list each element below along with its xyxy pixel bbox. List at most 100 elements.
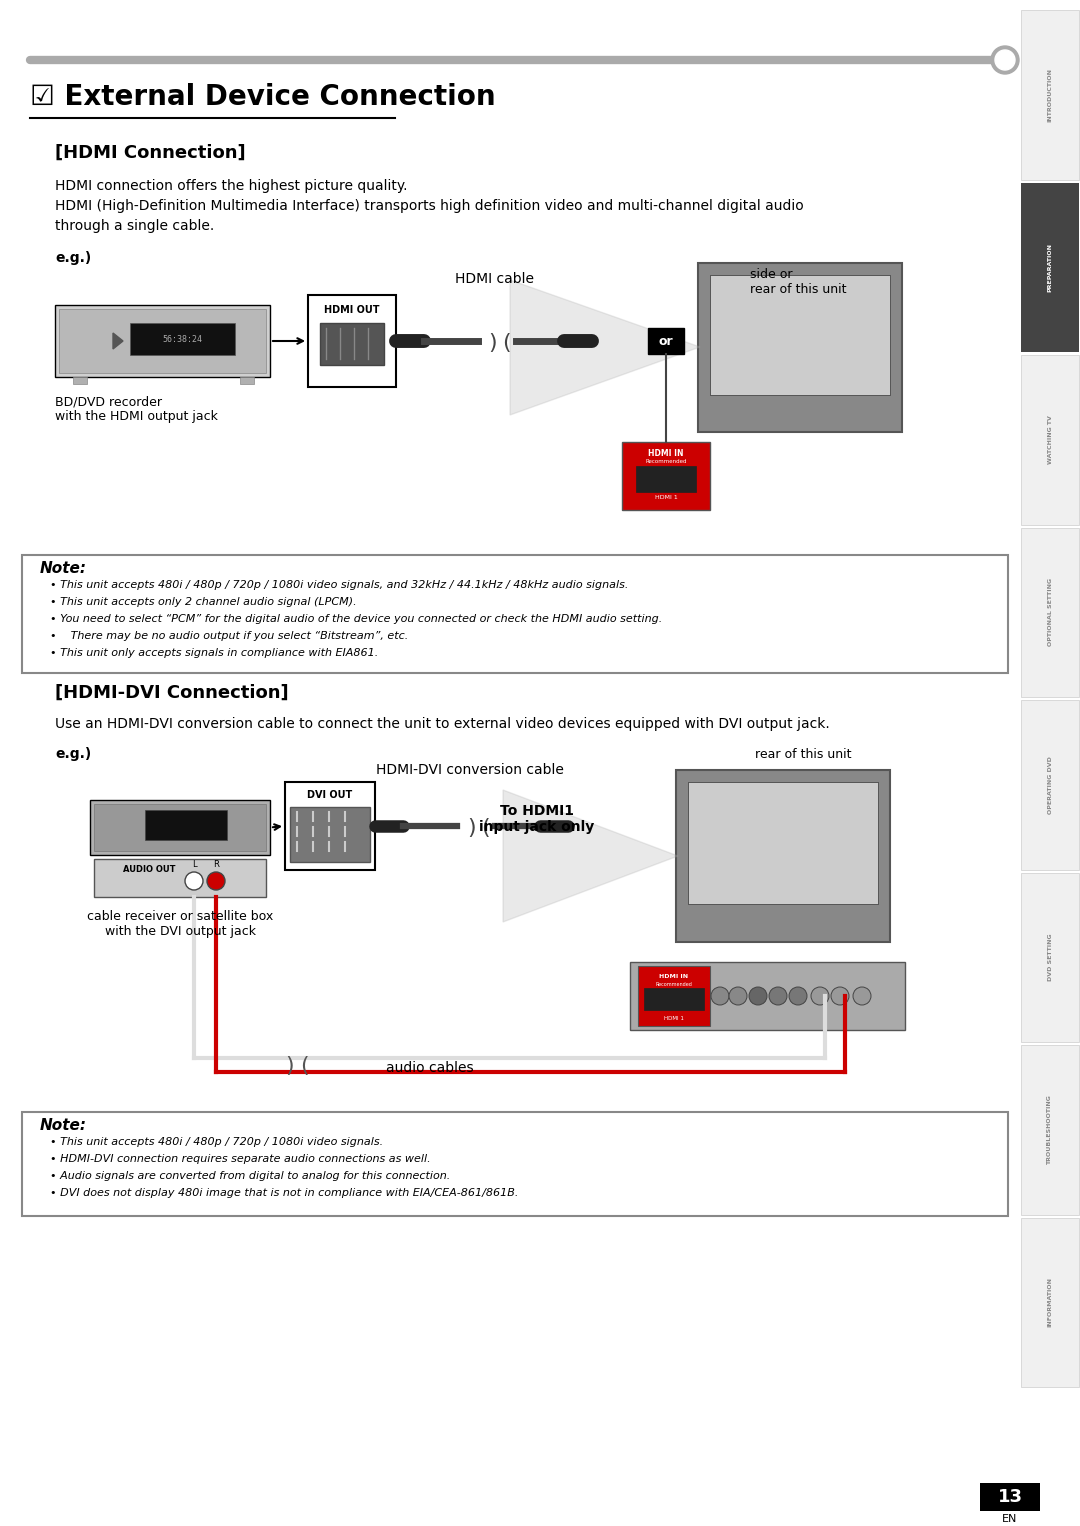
Circle shape bbox=[995, 50, 1015, 70]
FancyBboxPatch shape bbox=[1021, 1218, 1079, 1387]
Circle shape bbox=[750, 987, 767, 1006]
FancyBboxPatch shape bbox=[1021, 1045, 1079, 1215]
Text: e.g.): e.g.) bbox=[55, 250, 91, 266]
Text: DVD SETTING: DVD SETTING bbox=[1048, 934, 1053, 981]
Circle shape bbox=[811, 987, 829, 1006]
Text: WATCHING TV: WATCHING TV bbox=[1048, 415, 1053, 464]
Text: side or
rear of this unit: side or rear of this unit bbox=[750, 269, 847, 296]
Circle shape bbox=[711, 987, 729, 1006]
Text: ): ) bbox=[468, 818, 476, 838]
FancyBboxPatch shape bbox=[94, 859, 266, 897]
Text: HDMI OUT: HDMI OUT bbox=[324, 305, 380, 314]
Text: e.g.): e.g.) bbox=[55, 748, 91, 761]
FancyBboxPatch shape bbox=[648, 328, 684, 354]
Polygon shape bbox=[503, 790, 678, 922]
FancyBboxPatch shape bbox=[94, 804, 266, 852]
Text: L: L bbox=[191, 861, 197, 868]
Text: or: or bbox=[659, 334, 673, 348]
FancyBboxPatch shape bbox=[145, 810, 227, 839]
Text: rear of this unit: rear of this unit bbox=[755, 748, 851, 761]
FancyBboxPatch shape bbox=[710, 275, 890, 395]
Text: HDMI 1: HDMI 1 bbox=[654, 494, 677, 499]
FancyBboxPatch shape bbox=[1021, 183, 1079, 353]
Text: • Audio signals are converted from digital to analog for this connection.: • Audio signals are converted from digit… bbox=[50, 1170, 450, 1181]
Text: (: ( bbox=[299, 1056, 308, 1076]
Text: HDMI connection offers the highest picture quality.: HDMI connection offers the highest pictu… bbox=[55, 179, 407, 192]
Text: • This unit accepts 480i / 480p / 720p / 1080i video signals.: • This unit accepts 480i / 480p / 720p /… bbox=[50, 1137, 383, 1148]
FancyBboxPatch shape bbox=[59, 308, 266, 372]
FancyBboxPatch shape bbox=[1021, 528, 1079, 697]
Text: EN: EN bbox=[1002, 1514, 1017, 1524]
Text: (: ( bbox=[502, 333, 511, 353]
Text: AUDIO OUT: AUDIO OUT bbox=[123, 865, 175, 873]
FancyBboxPatch shape bbox=[636, 465, 696, 491]
Text: Recommended: Recommended bbox=[645, 458, 687, 464]
Text: INFORMATION: INFORMATION bbox=[1048, 1277, 1053, 1328]
Text: • This unit only accepts signals in compliance with EIA861.: • This unit only accepts signals in comp… bbox=[50, 649, 378, 658]
Text: • HDMI-DVI connection requires separate audio connections as well.: • HDMI-DVI connection requires separate … bbox=[50, 1154, 431, 1164]
Text: Note:: Note: bbox=[40, 1119, 87, 1132]
FancyBboxPatch shape bbox=[320, 324, 384, 365]
Text: cable receiver or satellite box
with the DVI output jack: cable receiver or satellite box with the… bbox=[86, 909, 273, 938]
FancyBboxPatch shape bbox=[622, 443, 710, 510]
Text: Use an HDMI-DVI conversion cable to connect the unit to external video devices e: Use an HDMI-DVI conversion cable to conn… bbox=[55, 717, 829, 731]
FancyBboxPatch shape bbox=[1021, 356, 1079, 525]
FancyBboxPatch shape bbox=[90, 800, 270, 855]
Text: • This unit accepts 480i / 480p / 720p / 1080i video signals, and 32kHz / 44.1kH: • This unit accepts 480i / 480p / 720p /… bbox=[50, 580, 629, 591]
FancyBboxPatch shape bbox=[73, 377, 87, 385]
Circle shape bbox=[789, 987, 807, 1006]
Text: • You need to select “PCM” for the digital audio of the device you connected or : • You need to select “PCM” for the digit… bbox=[50, 613, 662, 624]
FancyBboxPatch shape bbox=[1021, 873, 1079, 1042]
Text: Recommended: Recommended bbox=[656, 981, 692, 986]
Polygon shape bbox=[113, 333, 123, 349]
FancyBboxPatch shape bbox=[698, 262, 902, 432]
FancyBboxPatch shape bbox=[980, 1483, 1040, 1511]
Circle shape bbox=[831, 987, 849, 1006]
Polygon shape bbox=[291, 807, 370, 862]
FancyBboxPatch shape bbox=[1021, 11, 1079, 180]
Text: BD/DVD recorder
with the HDMI output jack: BD/DVD recorder with the HDMI output jac… bbox=[55, 395, 218, 423]
Text: [HDMI-DVI Connection]: [HDMI-DVI Connection] bbox=[55, 684, 288, 702]
Circle shape bbox=[853, 987, 870, 1006]
Text: DVI OUT: DVI OUT bbox=[308, 790, 353, 800]
FancyBboxPatch shape bbox=[22, 555, 1008, 673]
FancyBboxPatch shape bbox=[285, 781, 375, 870]
Text: • This unit accepts only 2 channel audio signal (LPCM).: • This unit accepts only 2 channel audio… bbox=[50, 597, 356, 607]
Text: • DVI does not display 480i image that is not in compliance with EIA/CEA-861/861: • DVI does not display 480i image that i… bbox=[50, 1189, 518, 1198]
Circle shape bbox=[769, 987, 787, 1006]
FancyBboxPatch shape bbox=[22, 1112, 1008, 1216]
Circle shape bbox=[729, 987, 747, 1006]
FancyBboxPatch shape bbox=[638, 966, 710, 1025]
Text: HDMI-DVI conversion cable: HDMI-DVI conversion cable bbox=[376, 763, 564, 777]
FancyBboxPatch shape bbox=[308, 295, 396, 388]
FancyBboxPatch shape bbox=[676, 771, 890, 942]
FancyBboxPatch shape bbox=[55, 305, 270, 377]
Circle shape bbox=[185, 871, 203, 890]
Text: OPTIONAL SETTING: OPTIONAL SETTING bbox=[1048, 578, 1053, 647]
Text: ): ) bbox=[488, 333, 497, 353]
FancyBboxPatch shape bbox=[644, 987, 704, 1010]
FancyBboxPatch shape bbox=[630, 961, 905, 1030]
FancyBboxPatch shape bbox=[688, 781, 878, 903]
Text: audio cables: audio cables bbox=[387, 1061, 474, 1074]
Text: ): ) bbox=[286, 1056, 295, 1076]
Text: [HDMI Connection]: [HDMI Connection] bbox=[55, 143, 245, 162]
Polygon shape bbox=[510, 279, 700, 415]
Text: HDMI IN: HDMI IN bbox=[660, 974, 689, 978]
Text: PREPARATION: PREPARATION bbox=[1048, 243, 1053, 291]
FancyBboxPatch shape bbox=[130, 324, 235, 356]
Text: HDMI IN: HDMI IN bbox=[648, 449, 684, 458]
Text: ☑ External Device Connection: ☑ External Device Connection bbox=[30, 82, 496, 111]
Text: •    There may be no audio output if you select “Bitstream”, etc.: • There may be no audio output if you se… bbox=[50, 630, 408, 641]
Text: 13: 13 bbox=[998, 1488, 1023, 1506]
Circle shape bbox=[991, 46, 1020, 73]
Text: INTRODUCTION: INTRODUCTION bbox=[1048, 67, 1053, 122]
Text: OPERATING DVD: OPERATING DVD bbox=[1048, 755, 1053, 813]
Text: Note:: Note: bbox=[40, 562, 87, 575]
Text: 56:38:24: 56:38:24 bbox=[162, 334, 202, 343]
Text: HDMI cable: HDMI cable bbox=[455, 272, 534, 285]
Text: To HDMI1
input jack only: To HDMI1 input jack only bbox=[480, 804, 595, 835]
Text: through a single cable.: through a single cable. bbox=[55, 220, 214, 233]
Text: R: R bbox=[213, 861, 219, 868]
FancyBboxPatch shape bbox=[1021, 700, 1079, 870]
